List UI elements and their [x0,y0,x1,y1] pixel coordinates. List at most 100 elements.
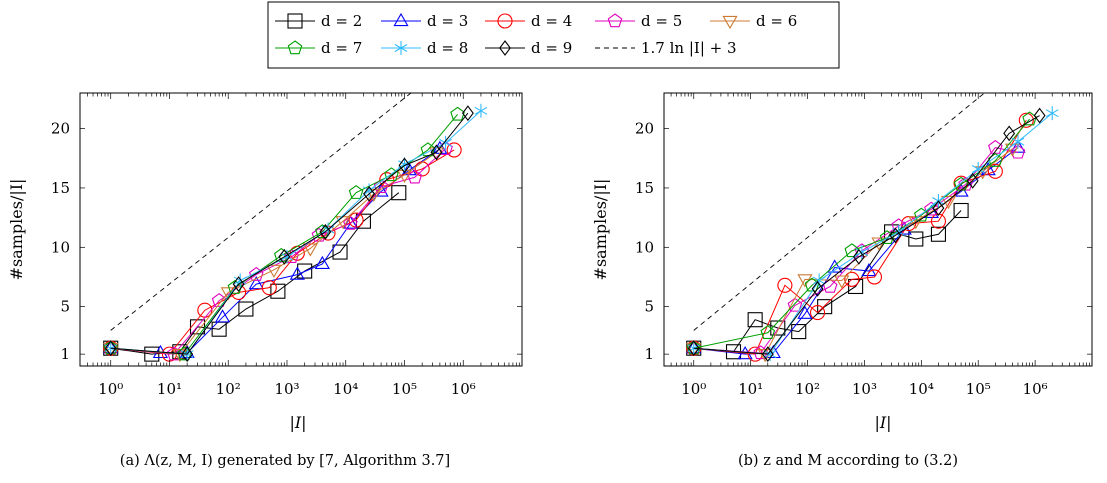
data-point [348,212,364,228]
series-line [693,115,1040,355]
reference-line [110,92,412,331]
data-point [297,263,313,279]
x-tick-label: 10⁴ [333,380,358,398]
series-line [110,149,455,355]
data-point [988,152,1003,167]
legend-marker-square [287,13,303,29]
panel-a-frame [79,92,523,367]
x-tick-label: 10⁰ [681,380,706,398]
legend-item-d2: d = 2 [275,12,362,30]
data-point [261,280,277,296]
data-point [834,275,850,289]
data-point [233,273,247,288]
data-point [474,103,488,118]
legend-marker-triangle [393,12,409,27]
series-d=4 [686,112,1034,362]
data-point [966,172,979,189]
y-tick-label: 10 [51,238,70,256]
y-tick-label: 5 [644,298,654,316]
x-tick-label: 10¹ [738,380,763,398]
series-line [693,120,1027,355]
data-point [848,278,864,295]
legend-label: d = 3 [427,12,468,30]
series-line [110,151,437,355]
data-point [811,280,824,297]
data-point [855,245,869,260]
data-point [214,309,231,323]
series-d=6 [103,147,445,363]
series-d=7 [103,106,465,361]
data-point [812,273,826,288]
data-point [787,297,803,312]
series-d=3 [103,140,448,359]
panel-b-y-axis-label: #samples/|I| [591,179,610,281]
legend-marker-circle [497,13,513,29]
panel-b-x-axis-label: |I| [874,413,891,432]
data-point [810,305,826,321]
y-tick-label: 20 [51,120,70,138]
data-point [761,346,774,363]
data-point [760,325,776,339]
data-point [278,248,291,265]
x-tick-label: 10⁵ [392,380,417,398]
series-line [110,110,482,355]
data-point [238,301,254,317]
data-point [844,271,860,287]
data-point [430,144,443,161]
legend: d = 2 d = 3 d = 4 d = 5 d = 6 d = 7 d = 8 d = 9… [267,1,840,69]
data-point [332,244,348,260]
data-point [342,215,358,229]
data-point [687,340,700,357]
legend-marker-triangle-down [722,15,738,30]
x-tick-label: 10⁶ [451,380,476,398]
series-d=9 [687,107,1046,363]
panel-a-caption: (a) Λ(z, M, I) generated by [7, Algorith… [120,453,450,469]
data-point [932,200,945,217]
data-point [289,266,305,280]
legend-label: d = 8 [427,39,468,57]
y-tick-label: 10 [635,238,654,256]
data-point [446,142,462,158]
data-point [1045,106,1059,121]
data-point [914,207,929,222]
data-point [1033,107,1046,124]
legend-frame [267,1,840,69]
data-point [930,213,946,229]
data-point [104,340,117,357]
series-line [110,114,458,355]
data-point [398,157,411,174]
y-tick-label: 15 [635,179,654,197]
data-point [319,223,332,240]
legend-item-d4: d = 4 [485,12,572,30]
panel-b-frame [663,92,1093,367]
series-line [110,148,441,354]
legend-label: d = 7 [321,39,362,57]
legend-item-d9: d = 9 [485,39,572,57]
x-tick-label: 10⁶ [1023,380,1048,398]
legend-item-d6: d = 6 [710,12,797,30]
panel-a-y-axis-label: #samples/|I| [7,179,26,281]
panel-b-caption: (b) z and M according to (3.2) [738,453,958,469]
data-point [953,202,969,219]
data-point [930,226,946,242]
data-point [144,346,160,362]
data-point [1011,134,1025,149]
legend-marker-pentagon [607,13,623,28]
legend-marker-pentagon [287,40,303,55]
data-point [797,305,813,319]
data-point [889,227,902,244]
x-tick-label: 10³ [852,380,877,398]
data-point [302,243,318,257]
data-point [248,275,264,290]
series-line [693,112,1053,355]
legend-label: d = 4 [531,12,572,30]
y-tick-label: 1 [644,345,654,363]
data-point [908,231,924,247]
data-point [391,185,407,201]
data-point [343,215,358,230]
data-point [284,249,299,264]
data-point [314,255,330,270]
data-point [1003,125,1016,142]
